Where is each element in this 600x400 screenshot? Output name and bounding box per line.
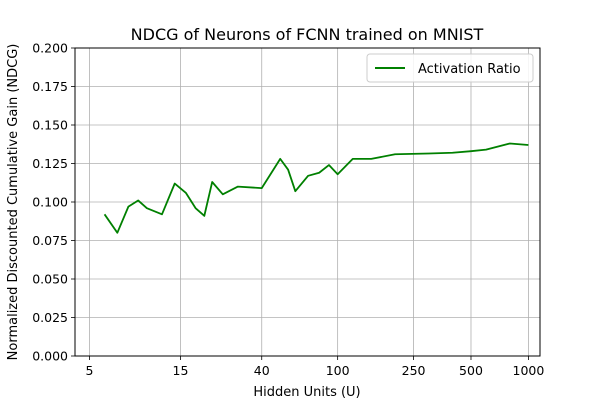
y-axis-ticks: 0.000 0.025 0.050 0.075 0.100 0.125 0.150 0.175… bbox=[32, 41, 75, 364]
series-line-activation-ratio bbox=[103, 142, 529, 234]
x-tick-label: 5 bbox=[85, 363, 93, 378]
x-tick-label: 15 bbox=[173, 363, 189, 378]
x-tick-label: 100 bbox=[326, 363, 350, 378]
series-layer bbox=[103, 142, 529, 234]
y-tick-label: 0.000 bbox=[32, 349, 68, 364]
x-tick-label: 250 bbox=[402, 363, 426, 378]
legend-box bbox=[366, 53, 534, 83]
y-tick-label: 0.200 bbox=[32, 41, 68, 56]
x-tick-label: 1000 bbox=[513, 363, 545, 378]
y-tick-label: 0.075 bbox=[32, 233, 68, 248]
y-tick-label: 0.125 bbox=[32, 156, 68, 171]
legend-label: Activation Ratio bbox=[418, 62, 521, 77]
legend: Activation Ratio bbox=[366, 53, 534, 83]
y-tick-label: 0.050 bbox=[32, 272, 68, 287]
x-tick-label: 500 bbox=[459, 363, 483, 378]
y-tick-label: 0.100 bbox=[32, 195, 68, 210]
x-axis-ticks: 5 15 40 100 250 500 1000 bbox=[85, 356, 544, 378]
x-tick-label: 40 bbox=[254, 363, 270, 378]
y-tick-label: 0.025 bbox=[32, 310, 68, 325]
x-axis-title: Hidden Units (U) bbox=[253, 385, 360, 400]
y-tick-label: 0.150 bbox=[32, 118, 68, 133]
chart-title: NDCG of Neurons of FCNN trained on MNIST bbox=[131, 25, 484, 44]
y-axis-title: Normalized Discounted Cumulative Gain (N… bbox=[6, 44, 21, 361]
y-tick-label: 0.175 bbox=[32, 79, 68, 94]
